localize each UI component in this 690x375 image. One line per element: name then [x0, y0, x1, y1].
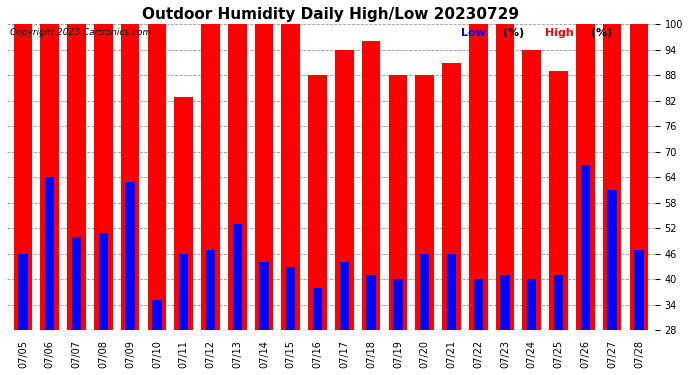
Bar — [500, 275, 510, 330]
Bar — [99, 232, 108, 330]
Bar — [14, 24, 32, 330]
Bar — [259, 262, 268, 330]
Bar — [45, 177, 55, 330]
Text: (%): (%) — [587, 27, 612, 38]
Bar — [446, 254, 456, 330]
Bar — [19, 254, 28, 330]
Bar — [576, 24, 595, 330]
Bar — [549, 71, 568, 330]
Bar — [634, 249, 644, 330]
Bar — [233, 224, 242, 330]
Bar — [629, 24, 649, 330]
Bar — [201, 24, 220, 330]
Bar — [286, 267, 295, 330]
Text: (%): (%) — [500, 27, 524, 38]
Bar — [554, 275, 563, 330]
Bar — [148, 24, 166, 330]
Bar — [206, 249, 215, 330]
Title: Outdoor Humidity Daily High/Low 20230729: Outdoor Humidity Daily High/Low 20230729 — [142, 7, 520, 22]
Bar — [313, 288, 322, 330]
Bar — [388, 75, 407, 330]
Bar — [415, 75, 434, 330]
Bar — [581, 165, 590, 330]
Bar — [362, 42, 380, 330]
Bar — [308, 75, 327, 330]
Text: High: High — [545, 27, 573, 38]
Bar — [175, 97, 193, 330]
Text: Copyright 2023 Cartronics.com: Copyright 2023 Cartronics.com — [10, 27, 151, 36]
Bar — [121, 24, 139, 330]
Bar — [495, 24, 514, 330]
Bar — [67, 24, 86, 330]
Bar — [335, 50, 354, 330]
Bar — [420, 254, 429, 330]
Bar — [94, 24, 112, 330]
Text: Low: Low — [460, 27, 486, 38]
Bar — [255, 24, 273, 330]
Bar — [152, 300, 161, 330]
Bar — [72, 237, 81, 330]
Bar — [41, 24, 59, 330]
Bar — [282, 24, 300, 330]
Bar — [473, 279, 483, 330]
Bar — [339, 262, 349, 330]
Bar — [522, 50, 541, 330]
Bar — [469, 24, 488, 330]
Bar — [179, 254, 188, 330]
Bar — [527, 279, 536, 330]
Bar — [607, 190, 617, 330]
Bar — [228, 24, 246, 330]
Bar — [603, 24, 622, 330]
Bar — [366, 275, 376, 330]
Bar — [442, 63, 461, 330]
Bar — [126, 182, 135, 330]
Bar — [393, 279, 402, 330]
